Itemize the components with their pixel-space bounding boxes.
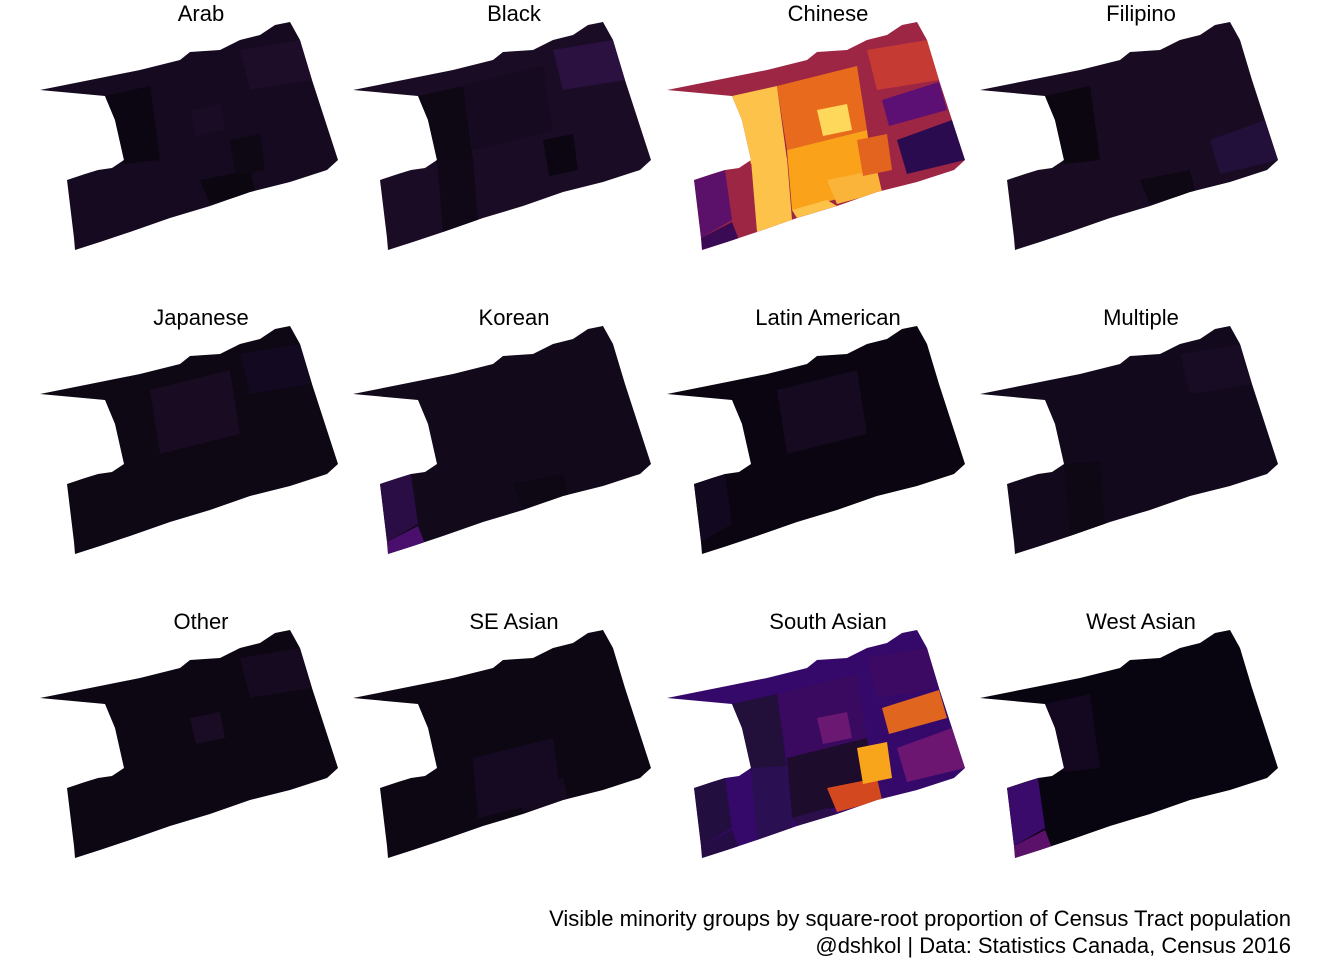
tract-w2 [751, 158, 792, 232]
region-outline [353, 326, 651, 554]
region-outline [980, 630, 1278, 858]
tract-c3 [817, 712, 852, 744]
tract-s3 [543, 134, 578, 176]
tract-l1 [694, 778, 732, 846]
tract-l1 [1007, 778, 1045, 846]
tract-e2 [1210, 120, 1278, 174]
tract-l1 [694, 474, 732, 542]
tract-e2 [897, 728, 965, 782]
map-panel-korean: Korean [353, 305, 651, 554]
tract-l2 [701, 222, 739, 250]
map-panel-se-asian: SE Asian [353, 609, 651, 858]
tract-w2 [1064, 462, 1105, 536]
tract-c3 [817, 104, 852, 136]
panel-title: Chinese [788, 1, 869, 26]
map-panel-chinese: Chinese [667, 1, 965, 250]
map-panel-multiple: Multiple [980, 305, 1278, 554]
region-outline [353, 630, 651, 858]
map-panel-south-asian: South Asian [667, 609, 965, 858]
map-panel-black: Black [353, 1, 651, 250]
tract-w2 [437, 158, 478, 232]
panel-title: Black [487, 1, 542, 26]
map-panel-west-asian: West Asian [980, 609, 1278, 858]
tract-l2 [387, 526, 425, 554]
tract-l2 [1014, 830, 1052, 858]
panel-title: Latin American [755, 305, 901, 330]
panel-title: Japanese [153, 305, 248, 330]
map-panel-latin-american: Latin American [667, 305, 965, 554]
map-panel-arab: Arab [40, 1, 338, 250]
tract-e1 [240, 40, 312, 90]
panel-title: West Asian [1086, 609, 1196, 634]
tract-c2 [473, 738, 561, 818]
tract-s3 [857, 134, 892, 176]
map-panel-japanese: Japanese [40, 305, 338, 554]
tract-s1 [792, 200, 837, 218]
tract-l1 [380, 474, 418, 542]
tract-l2 [701, 830, 739, 858]
tract-s1 [792, 808, 837, 826]
panel-title: Other [173, 609, 228, 634]
tract-c1 [150, 370, 240, 454]
tract-c3 [190, 712, 225, 744]
tract-s3 [230, 134, 265, 176]
tract-e1 [240, 344, 312, 394]
tract-e2 [897, 120, 965, 174]
tract-e1 [867, 648, 939, 698]
panel-title: Arab [178, 1, 224, 26]
panel-title: SE Asian [469, 609, 558, 634]
tract-c1 [777, 370, 867, 454]
tract-w2 [751, 766, 792, 840]
map-panel-other: Other [40, 609, 338, 858]
caption-line-1: Visible minority groups by square-root p… [549, 906, 1291, 931]
panel-title: Korean [479, 305, 550, 330]
tract-e3 [882, 82, 947, 126]
tract-l1 [694, 170, 732, 238]
region-outline [980, 22, 1278, 250]
panel-title: Multiple [1103, 305, 1179, 330]
tract-e1 [553, 40, 625, 90]
tract-s3 [857, 742, 892, 784]
tract-e1 [867, 40, 939, 90]
panel-title: Filipino [1106, 1, 1176, 26]
tract-c3 [190, 104, 225, 136]
tract-e3 [882, 690, 947, 734]
panel-title: South Asian [769, 609, 886, 634]
tract-c1 [463, 66, 553, 150]
tract-e1 [240, 648, 312, 698]
tract-e1 [1180, 344, 1252, 394]
caption-line-2: @dshkol | Data: Statistics Canada, Censu… [815, 933, 1291, 958]
map-panel-filipino: Filipino [980, 1, 1278, 250]
